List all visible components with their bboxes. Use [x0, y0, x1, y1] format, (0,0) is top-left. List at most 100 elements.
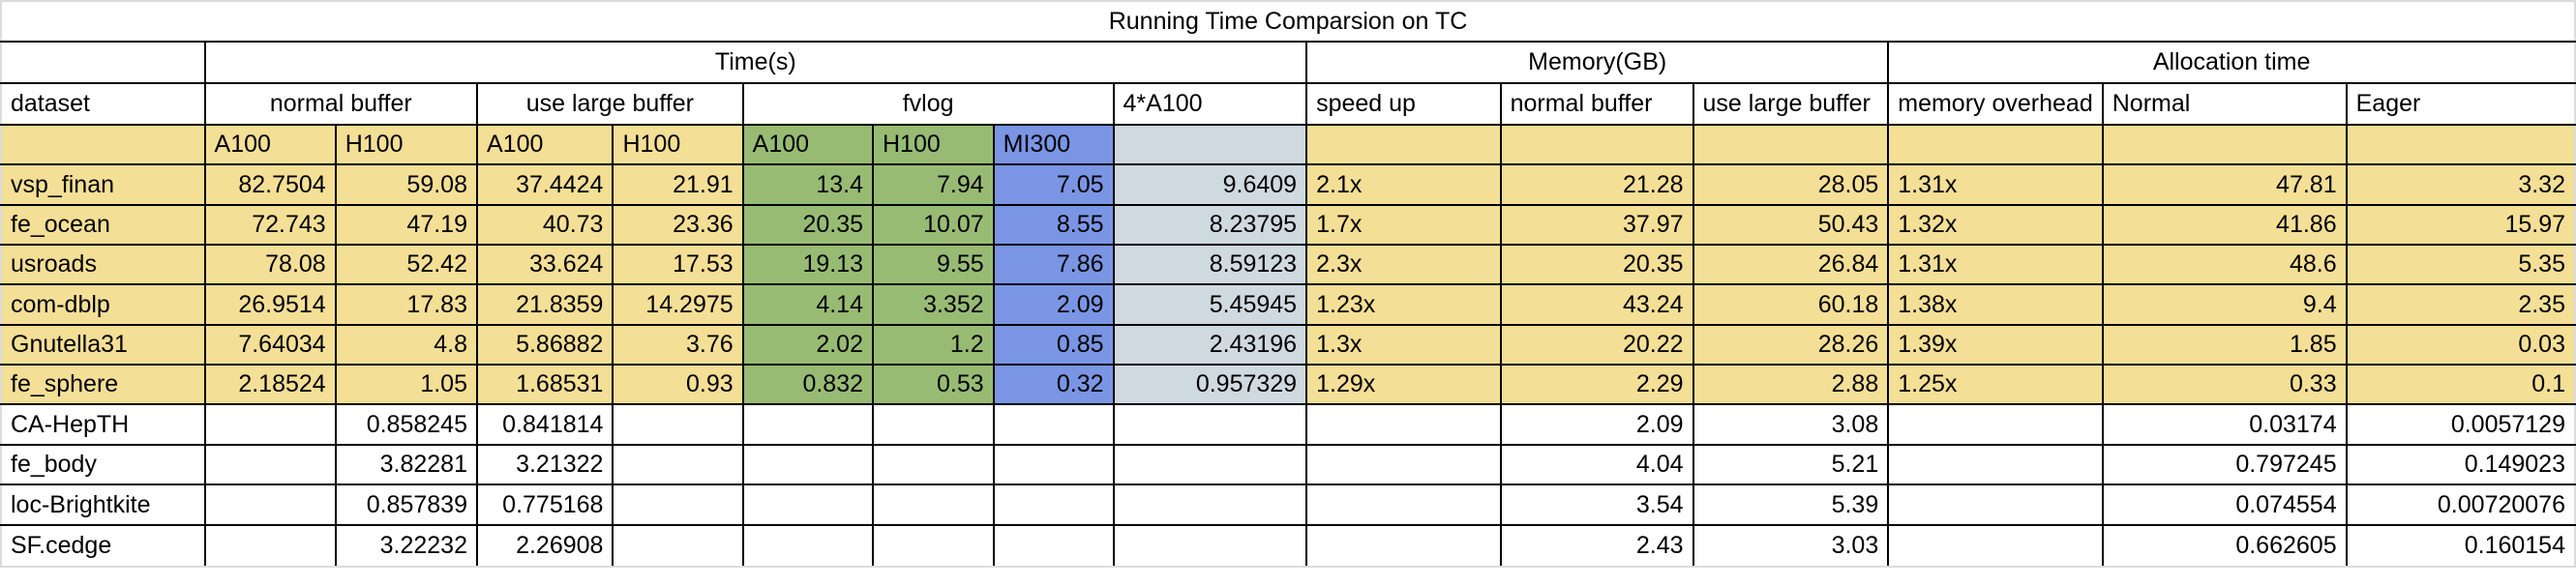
value-cell[interactable] [992, 524, 1115, 568]
value-cell[interactable]: 59.08 [334, 163, 478, 206]
empty-cell[interactable] [1112, 124, 1308, 165]
value-cell[interactable] [1305, 403, 1502, 446]
value-cell[interactable]: 3.22232 [334, 524, 478, 568]
value-cell[interactable] [1887, 524, 2104, 568]
value-cell[interactable] [203, 483, 337, 526]
value-cell[interactable]: 2.3x [1305, 244, 1502, 285]
value-cell[interactable]: 60.18 [1692, 283, 1890, 326]
value-cell[interactable] [872, 403, 995, 446]
value-cell[interactable]: 1.25x [1887, 364, 2104, 405]
value-cell[interactable]: 48.6 [2101, 244, 2348, 285]
value-cell[interactable]: 72.743 [203, 204, 337, 246]
empty-cell[interactable] [1499, 124, 1694, 165]
value-cell[interactable]: 5.45945 [1112, 283, 1308, 326]
value-cell[interactable]: 1.39x [1887, 324, 2104, 366]
value-cell[interactable]: 0.797245 [2101, 444, 2348, 485]
value-cell[interactable] [992, 444, 1115, 485]
value-cell[interactable]: 9.55 [872, 244, 995, 285]
memory-overhead-header[interactable]: memory overhead [1887, 82, 2104, 126]
value-cell[interactable]: 2.09 [1499, 403, 1694, 446]
value-cell[interactable] [872, 524, 995, 568]
device-header[interactable]: H100 [872, 124, 995, 165]
value-cell[interactable]: 5.35 [2345, 244, 2576, 285]
value-cell[interactable]: 0.0057129 [2345, 403, 2576, 446]
value-cell[interactable]: 26.9514 [203, 283, 337, 326]
value-cell[interactable]: 0.33 [2101, 364, 2348, 405]
value-cell[interactable] [872, 444, 995, 485]
value-cell[interactable] [1112, 444, 1308, 485]
value-cell[interactable]: 20.35 [1499, 244, 1694, 285]
device-header[interactable]: MI300 [992, 124, 1115, 165]
value-cell[interactable]: 0.662605 [2101, 524, 2348, 568]
value-cell[interactable]: 1.05 [334, 364, 478, 405]
value-cell[interactable]: 19.13 [741, 244, 875, 285]
value-cell[interactable]: 47.19 [334, 204, 478, 246]
value-cell[interactable] [741, 524, 875, 568]
empty-cell[interactable] [1305, 124, 1502, 165]
value-cell[interactable]: 21.91 [612, 163, 744, 206]
value-cell[interactable]: 0.160154 [2345, 524, 2576, 568]
normal-buffer-header[interactable]: normal buffer [203, 82, 478, 126]
device-header[interactable]: A100 [203, 124, 337, 165]
value-cell[interactable]: 1.85 [2101, 324, 2348, 366]
value-cell[interactable]: 37.4424 [475, 163, 614, 206]
value-cell[interactable]: 13.4 [741, 163, 875, 206]
value-cell[interactable]: 2.02 [741, 324, 875, 366]
value-cell[interactable]: 0.841814 [475, 403, 614, 446]
value-cell[interactable] [741, 403, 875, 446]
value-cell[interactable]: 1.2 [872, 324, 995, 366]
value-cell[interactable]: 4.14 [741, 283, 875, 326]
value-cell[interactable] [741, 483, 875, 526]
empty-cell[interactable] [2345, 124, 2576, 165]
empty-cell[interactable] [1887, 124, 2104, 165]
fvlog-header[interactable]: fvlog [741, 82, 1115, 126]
value-cell[interactable]: 7.94 [872, 163, 995, 206]
value-cell[interactable] [1112, 524, 1308, 568]
value-cell[interactable] [203, 444, 337, 485]
value-cell[interactable] [872, 483, 995, 526]
value-cell[interactable]: 28.05 [1692, 163, 1890, 206]
value-cell[interactable]: 33.624 [475, 244, 614, 285]
value-cell[interactable]: 7.86 [992, 244, 1115, 285]
value-cell[interactable]: 2.18524 [203, 364, 337, 405]
value-cell[interactable]: 0.85 [992, 324, 1115, 366]
eager-header[interactable]: Eager [2345, 82, 2576, 126]
value-cell[interactable]: 26.84 [1692, 244, 1890, 285]
value-cell[interactable]: 0.074554 [2101, 483, 2348, 526]
value-cell[interactable] [1112, 483, 1308, 526]
value-cell[interactable]: 3.76 [612, 324, 744, 366]
value-cell[interactable]: 15.97 [2345, 204, 2576, 246]
value-cell[interactable]: 9.4 [2101, 283, 2348, 326]
dataset-cell[interactable]: fe_ocean [0, 204, 206, 246]
value-cell[interactable]: 17.53 [612, 244, 744, 285]
value-cell[interactable]: 2.88 [1692, 364, 1890, 405]
device-header[interactable]: A100 [741, 124, 875, 165]
value-cell[interactable] [612, 524, 744, 568]
value-cell[interactable]: 0.00720076 [2345, 483, 2576, 526]
value-cell[interactable]: 3.352 [872, 283, 995, 326]
device-header[interactable]: A100 [475, 124, 614, 165]
dataset-cell[interactable]: fe_sphere [0, 364, 206, 405]
value-cell[interactable]: 8.23795 [1112, 204, 1308, 246]
dataset-cell[interactable]: loc-Brightkite [0, 483, 206, 526]
value-cell[interactable] [612, 483, 744, 526]
value-cell[interactable]: 47.81 [2101, 163, 2348, 206]
memory-normal-buffer-header[interactable]: normal buffer [1499, 82, 1694, 126]
value-cell[interactable]: 5.39 [1692, 483, 1890, 526]
value-cell[interactable]: 4.8 [334, 324, 478, 366]
value-cell[interactable]: 8.59123 [1112, 244, 1308, 285]
value-cell[interactable]: 2.35 [2345, 283, 2576, 326]
value-cell[interactable] [1887, 483, 2104, 526]
value-cell[interactable]: 0.858245 [334, 403, 478, 446]
normal-header[interactable]: Normal [2101, 82, 2348, 126]
value-cell[interactable]: 52.42 [334, 244, 478, 285]
value-cell[interactable]: 7.05 [992, 163, 1115, 206]
dataset-cell[interactable]: usroads [0, 244, 206, 285]
time-group-header[interactable]: Time(s) [203, 41, 1308, 84]
value-cell[interactable]: 2.1x [1305, 163, 1502, 206]
dataset-cell[interactable]: fe_body [0, 444, 206, 485]
allocation-group-header[interactable]: Allocation time [1887, 41, 2576, 84]
value-cell[interactable] [612, 444, 744, 485]
value-cell[interactable]: 0.957329 [1112, 364, 1308, 405]
value-cell[interactable]: 40.73 [475, 204, 614, 246]
